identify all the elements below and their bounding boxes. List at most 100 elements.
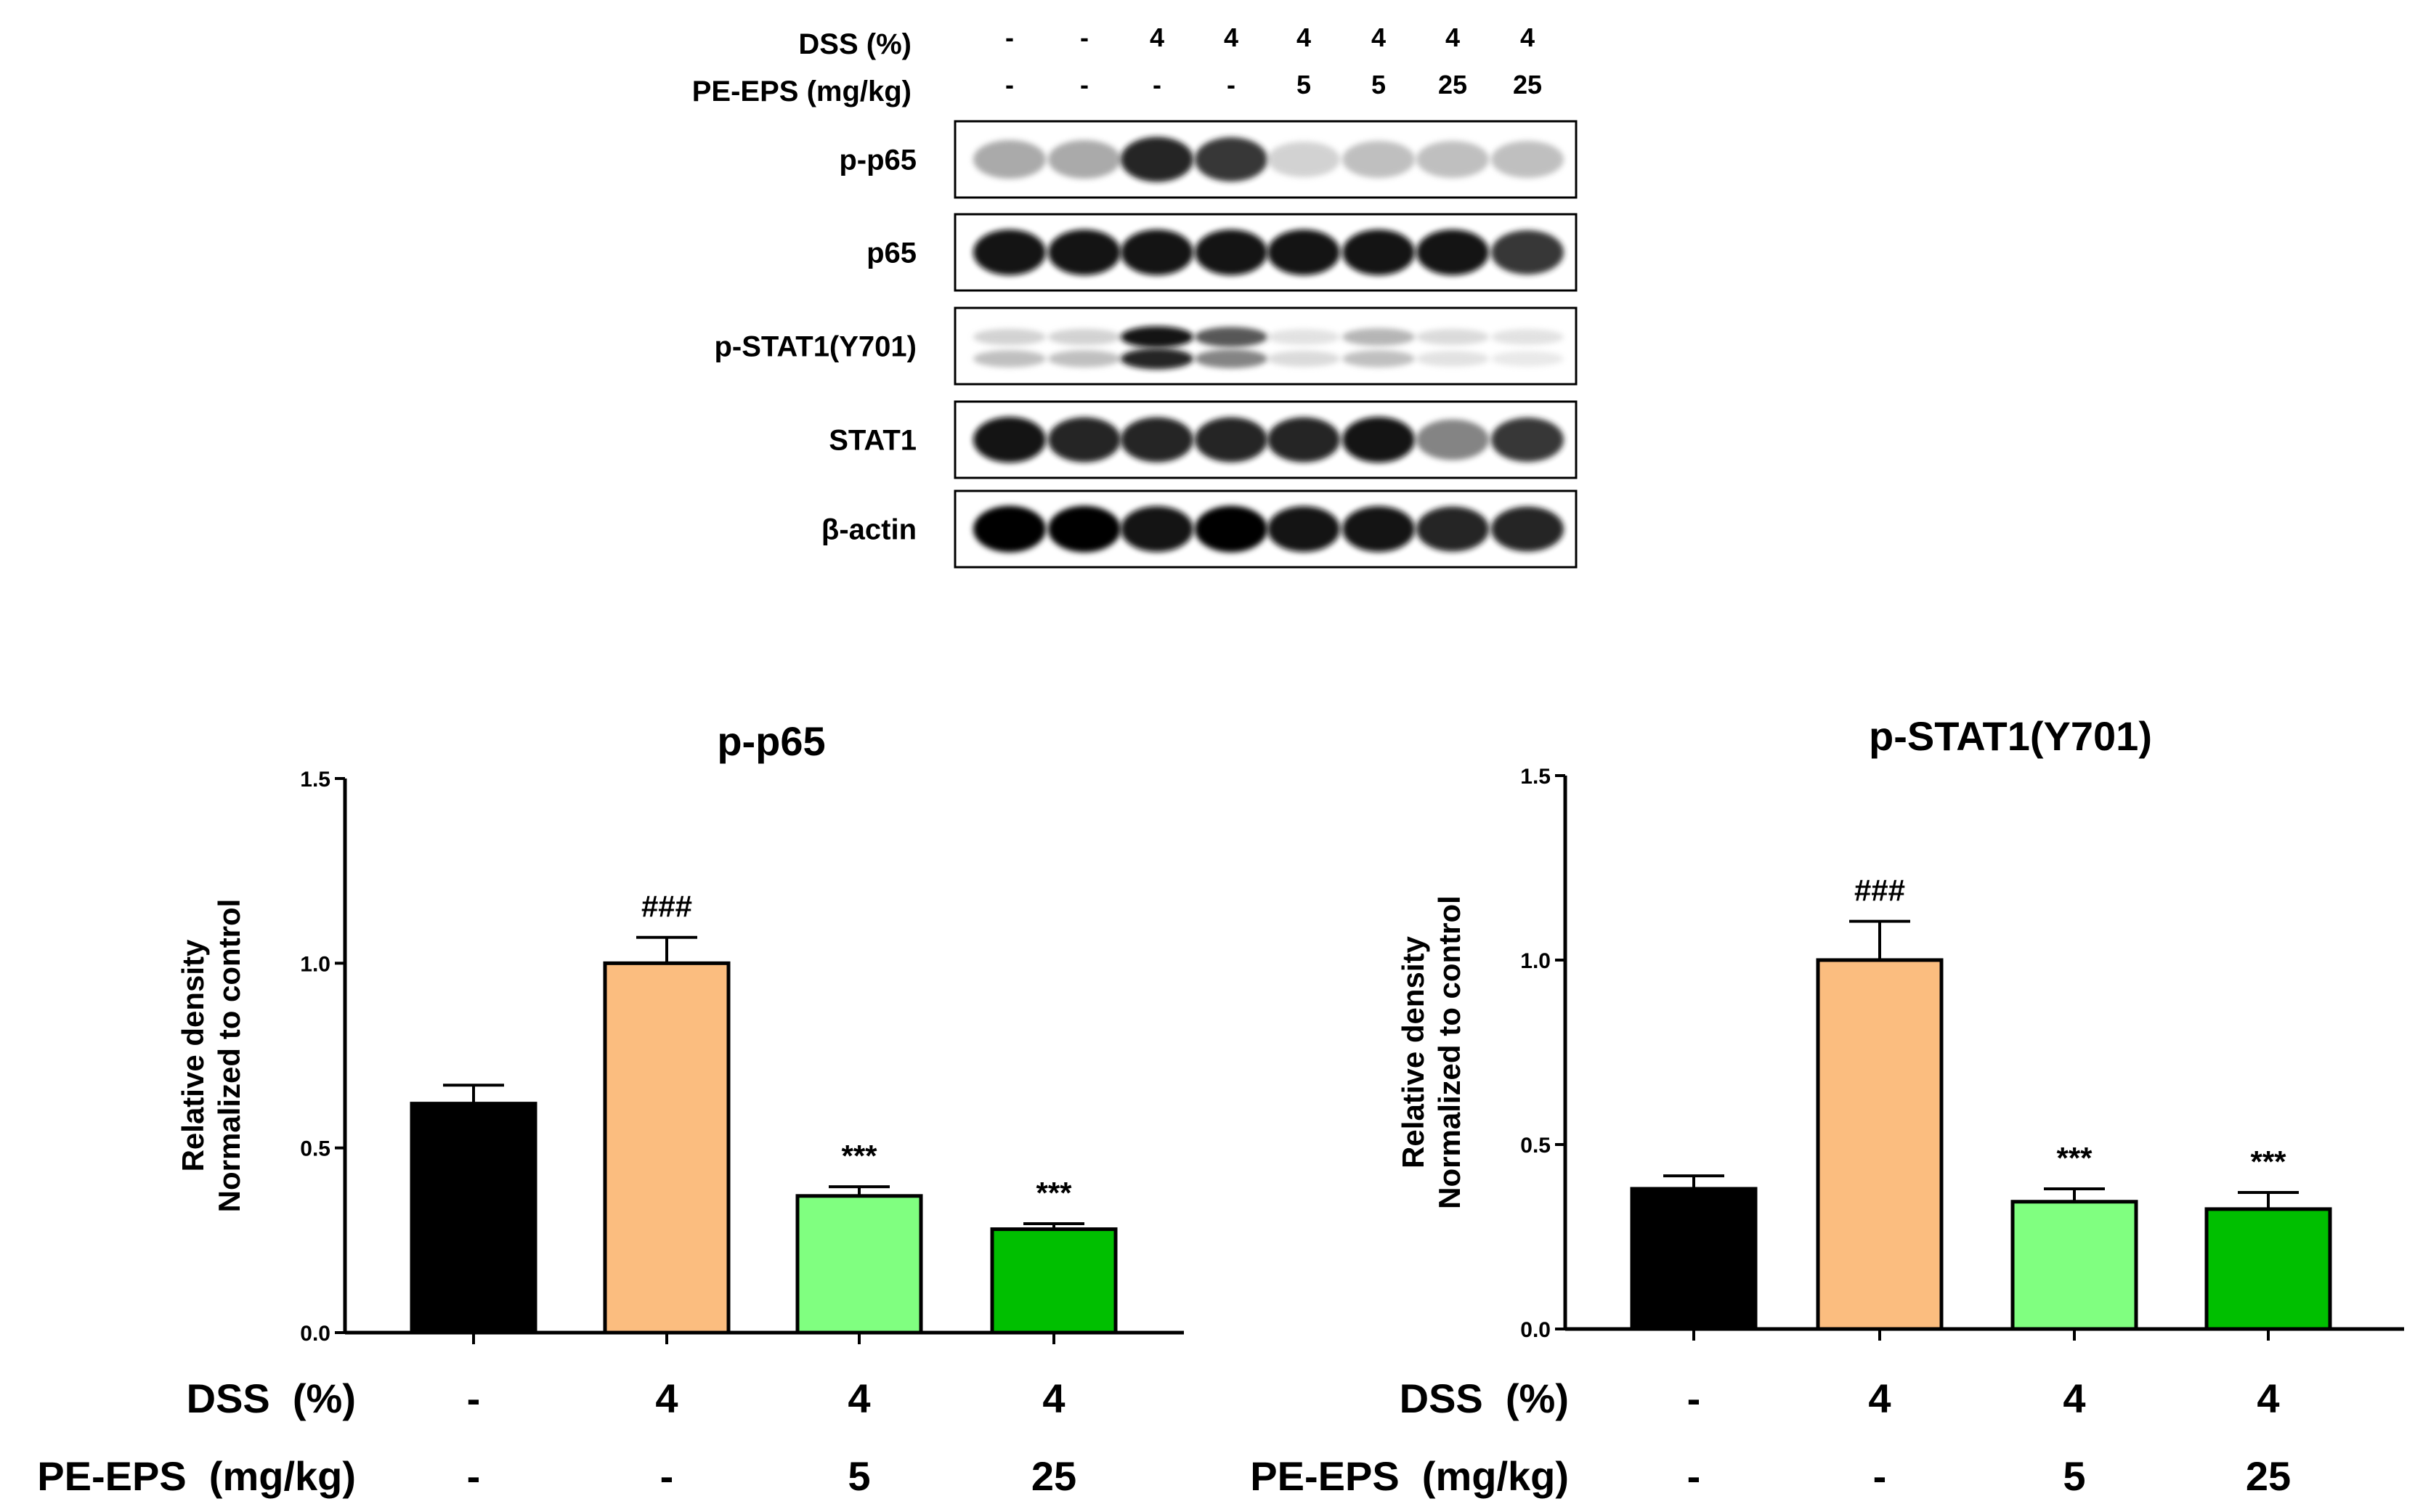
blot-panel-p65: p65 [866,213,1578,292]
significance-marker: ### [641,890,692,924]
blot-panel-p-p65: p-p65 [839,120,1578,199]
condition-label-dss: DSS (%) [187,1375,356,1421]
blot-band [1416,419,1489,460]
y-axis-label: Relative densityNormalized to control [1396,895,1466,1209]
y-tick-label: 0.0 [300,1322,330,1346]
blot-band [1342,350,1415,367]
condition-value: - [660,1453,674,1499]
blot-band [1267,329,1340,345]
blot-lane-value: 4 [1445,23,1460,52]
blot-lane-value: - [1227,70,1235,99]
blot-band [1195,505,1267,553]
blot-lane-value: 5 [1296,70,1311,99]
bar-1 [410,1102,537,1335]
blot-band [1121,229,1193,275]
blot-band [1416,229,1489,275]
blot-lane-value: - [1153,70,1161,99]
condition-value: - [467,1375,481,1421]
blot-lane-value: - [1080,23,1089,52]
blot-lane-value: 4 [1150,23,1164,52]
bar-1 [1630,1187,1758,1331]
condition-label-dss: DSS (%) [1400,1375,1569,1421]
blot-band [973,350,1046,367]
condition-value: 25 [1031,1453,1076,1499]
blot-lane-value: 25 [1438,70,1467,99]
blot-panel-label: p-STAT1(Y701) [714,331,917,363]
blot-lane-value: 25 [1513,70,1542,99]
y-tick-label: 1.5 [1520,765,1551,789]
blot-band [1416,351,1489,367]
blot-band [1416,141,1489,178]
blot-band [1121,137,1193,182]
blot-lane-value: 5 [1371,70,1386,99]
condition-label-pe-eps-mg-kg: PE-EPS (mg/kg) [1250,1453,1569,1499]
blot-band [1491,351,1564,367]
y-axis-label: Relative densityNormalized to control [176,899,246,1213]
condition-value: 5 [848,1453,870,1499]
blot-band [1491,418,1564,462]
chart-title: p-STAT1(Y701) [1869,713,2152,759]
y-tick-label: 0.5 [300,1137,330,1161]
bar-4 [2204,1207,2332,1331]
blot-band [1267,506,1340,552]
blot-band [1048,229,1121,275]
blot-band [1491,506,1564,552]
blot-band [1048,350,1121,367]
condition-value: 4 [2063,1375,2085,1421]
blot-band [1267,351,1340,367]
condition-value: - [467,1453,481,1499]
significance-marker: ### [1854,874,1905,908]
blot-panel-label: STAT1 [829,425,917,457]
blot-lane-value: - [1005,70,1014,99]
condition-label-pe-eps-mg-kg: PE-EPS (mg/kg) [37,1453,356,1499]
blot-panel-label: β-actin [821,514,917,546]
chart-title: p-p65 [717,718,825,764]
blot-lane-value: 4 [1520,23,1535,52]
blot-band [973,229,1046,275]
y-tick-label: 1.0 [1520,949,1551,973]
blot-band [1491,230,1564,275]
blot-panel-actin: β-actin [821,489,1578,569]
condition-value: 4 [2257,1375,2279,1421]
condition-value: - [1687,1453,1701,1499]
blot-band [1195,349,1267,368]
condition-value: 25 [2246,1453,2291,1499]
blot-band [1491,141,1564,178]
significance-marker: *** [1036,1176,1072,1210]
y-tick-label: 1.0 [300,952,330,976]
condition-value: - [1873,1453,1887,1499]
blot-band [1121,326,1193,348]
blot-band [1416,329,1489,345]
blot-band [1048,140,1121,179]
blot-lane-value: 4 [1371,23,1386,52]
blot-band [1342,229,1415,275]
blot-panel-label: p-p65 [839,145,917,176]
bar-2 [603,961,731,1335]
blot-lane-value: 4 [1224,23,1238,52]
bar-4 [990,1227,1118,1335]
blot-band [1195,137,1267,182]
condition-value: - [1687,1375,1701,1421]
blot-band [973,417,1046,463]
y-axis-label-line: Relative density [176,939,210,1171]
blot-band [1267,142,1340,177]
blot-condition-label-pe-eps-mg-kg: PE-EPS (mg/kg) [692,76,912,107]
blot-band [973,328,1046,346]
blot-band [1048,328,1121,346]
blot-band [1195,229,1267,275]
blot-band [1267,417,1340,463]
blot-band [1342,506,1415,552]
bar-3 [2010,1200,2138,1331]
blot-band [1048,417,1121,463]
condition-value: 5 [2063,1453,2085,1499]
blot-panel-label: p65 [866,237,917,269]
blot-band [1121,348,1193,370]
blot-band [1342,141,1415,178]
blot-band [1048,505,1121,553]
blot-lane-value: - [1080,70,1089,99]
blot-lane-value: 4 [1296,23,1311,52]
bar-2 [1816,958,1944,1331]
y-tick-label: 1.5 [300,768,330,792]
y-tick-label: 0.0 [1520,1318,1551,1342]
blot-band [1491,329,1564,345]
